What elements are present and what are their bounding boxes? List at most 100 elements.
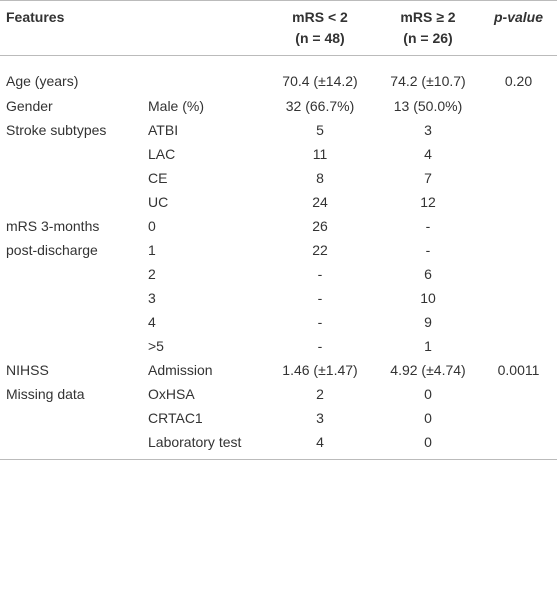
header-text: p-value	[493, 9, 543, 25]
data-table: Features mRS < 2 (n = 48) mRS ≥ 2 (n = 26) p-…	[0, 0, 557, 460]
table-row: CE 8 7	[0, 166, 557, 190]
cell: -	[317, 313, 323, 330]
cell	[480, 382, 557, 406]
table-row: mRS 3-months 0 26 -	[0, 214, 557, 238]
cell	[480, 238, 557, 262]
cell: 2	[148, 265, 156, 282]
cell: mRS 3-months	[6, 217, 100, 234]
cell: OxHSA	[148, 385, 195, 402]
table-row: CRTAC1 3 0	[0, 406, 557, 430]
cell: 2	[316, 385, 324, 402]
cell	[480, 310, 557, 334]
header-cell: mRS ≥ 2 (n = 26)	[376, 0, 480, 56]
cell: 70.4 (±14.2)	[282, 73, 358, 89]
table-header: Features mRS < 2 (n = 48) mRS ≥ 2 (n = 26) p-…	[0, 0, 557, 56]
table-row: >5 - 1	[0, 334, 557, 358]
cell: 4.92 (±4.74)	[390, 361, 466, 378]
cell	[480, 334, 557, 358]
cell: UC	[148, 193, 169, 210]
table-row: Missing data OxHSA 2 0	[0, 382, 557, 406]
cell	[0, 190, 142, 214]
cell: 1	[148, 241, 156, 258]
header-cell: Features	[0, 0, 142, 56]
cell: 11	[312, 145, 328, 162]
cell: Gender	[6, 97, 53, 114]
header-cell: mRS < 2 (n = 48)	[264, 0, 376, 56]
header-cell: p-value	[480, 0, 557, 56]
cell: 32 (66.7%)	[285, 97, 355, 114]
cell: 6	[424, 265, 432, 282]
cell	[480, 94, 557, 118]
cell: 4	[148, 313, 156, 330]
cell	[480, 286, 557, 310]
cell: -	[317, 289, 323, 306]
cell	[0, 430, 142, 460]
header-text: mRS < 2	[292, 9, 348, 25]
cell: CRTAC1	[148, 409, 203, 426]
cell	[0, 406, 142, 430]
cell: 0	[424, 385, 432, 402]
cell	[0, 142, 142, 166]
header-cell	[142, 0, 264, 56]
cell	[480, 214, 557, 238]
cell: -	[425, 217, 431, 234]
cell: CE	[148, 169, 168, 186]
cell: >5	[148, 337, 164, 354]
table-row: 2 - 6	[0, 262, 557, 286]
table-row: Stroke subtypes ATBI 5 3	[0, 118, 557, 142]
cell: 0.20	[504, 73, 533, 89]
cell: 0	[424, 409, 432, 426]
cell	[480, 190, 557, 214]
table-row: 3 - 10	[0, 286, 557, 310]
cell: 3	[424, 121, 432, 138]
cell: -	[425, 241, 431, 258]
cell: 0.0011	[497, 361, 540, 378]
cell	[480, 118, 557, 142]
cell: 1.46 (±1.47)	[282, 361, 358, 378]
cell	[480, 430, 557, 460]
cell: 5	[316, 121, 324, 138]
cell: 1	[424, 337, 432, 354]
table-row: 4 - 9	[0, 310, 557, 334]
header-row: Features mRS < 2 (n = 48) mRS ≥ 2 (n = 26) p-…	[0, 0, 557, 56]
cell: 9	[424, 313, 432, 330]
cell	[0, 262, 142, 286]
cell	[480, 166, 557, 190]
cell: -	[317, 337, 323, 354]
cell: 13 (50.0%)	[393, 97, 463, 114]
cell: Stroke subtypes	[6, 121, 107, 138]
header-text: (n = 26)	[403, 30, 453, 46]
cell: ATBI	[148, 121, 179, 138]
cell: 8	[316, 169, 324, 186]
cell: 74.2 (±10.7)	[390, 73, 466, 89]
cell: -	[317, 265, 323, 282]
cell	[0, 310, 142, 334]
table-row: LAC 11 4	[0, 142, 557, 166]
cell	[480, 262, 557, 286]
table-row: post-discharge 1 22 -	[0, 238, 557, 262]
table-body: Age (years) 70.4 (±14.2) 74.2 (±10.7) 0.20 G…	[0, 56, 557, 460]
cell: 4	[316, 433, 324, 450]
cell: 4	[424, 145, 432, 162]
cell	[142, 56, 264, 94]
cell: 10	[420, 289, 436, 306]
cell	[0, 286, 142, 310]
cell: Missing data	[6, 385, 85, 402]
cell: 12	[420, 193, 436, 210]
table-row: UC 24 12	[0, 190, 557, 214]
cell: 3	[316, 409, 324, 426]
cell: Admission	[148, 361, 213, 378]
cell: 0	[148, 217, 156, 234]
cell	[0, 166, 142, 190]
cell: LAC	[148, 145, 176, 162]
cell	[480, 406, 557, 430]
cell: 22	[312, 241, 328, 258]
header-text: mRS ≥ 2	[400, 9, 456, 25]
cell	[480, 142, 557, 166]
cell: Age (years)	[6, 73, 79, 89]
cell: 3	[148, 289, 156, 306]
cell: NIHSS	[6, 361, 49, 378]
footnote	[0, 460, 557, 480]
cell: 24	[312, 193, 328, 210]
